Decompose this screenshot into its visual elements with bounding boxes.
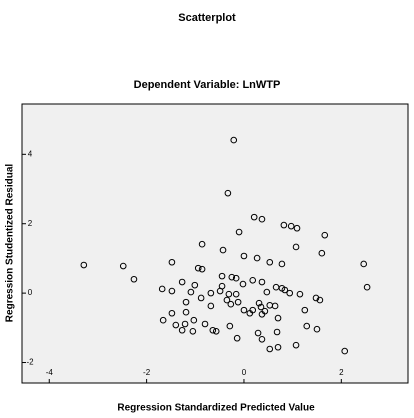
- point: [130, 275, 138, 283]
- point: [212, 327, 220, 335]
- point: [182, 298, 190, 306]
- point: [286, 289, 294, 297]
- point: [254, 329, 262, 337]
- point: [232, 290, 240, 298]
- point: [263, 288, 271, 296]
- point: [80, 261, 88, 269]
- point: [293, 224, 301, 232]
- point: [219, 246, 227, 254]
- point: [159, 316, 167, 324]
- point: [216, 287, 224, 295]
- point: [225, 290, 233, 298]
- point: [235, 228, 243, 236]
- point: [191, 281, 199, 289]
- point: [181, 320, 189, 328]
- point: [281, 286, 289, 294]
- point: [274, 314, 282, 322]
- point: [234, 298, 242, 306]
- point: [271, 302, 279, 310]
- point: [316, 296, 324, 304]
- point: [257, 303, 265, 311]
- chart-title: Scatterplot: [178, 12, 236, 24]
- point: [168, 309, 176, 317]
- point: [194, 264, 202, 272]
- point: [240, 306, 248, 314]
- point: [230, 136, 238, 144]
- point: [228, 273, 236, 281]
- point: [249, 276, 257, 284]
- point: [187, 288, 195, 296]
- point: [198, 240, 206, 248]
- point: [209, 326, 217, 334]
- point: [168, 258, 176, 266]
- point: [223, 296, 231, 304]
- point: [296, 290, 304, 298]
- point: [363, 283, 371, 291]
- y-tick-label: 0: [28, 288, 33, 297]
- point: [178, 326, 186, 334]
- point: [198, 265, 206, 273]
- point: [250, 213, 258, 221]
- point: [292, 243, 300, 251]
- point: [119, 262, 127, 270]
- point: [266, 258, 274, 266]
- x-axis-label: Regression Standardized Predicted Value: [117, 403, 315, 414]
- point: [280, 221, 288, 229]
- x-tick-label: 0: [242, 368, 247, 377]
- point: [227, 300, 235, 308]
- point: [255, 299, 263, 307]
- x-tick-label: -2: [143, 368, 151, 377]
- point: [224, 189, 232, 197]
- point: [312, 294, 320, 302]
- y-tick-label: 2: [28, 219, 33, 228]
- point: [273, 328, 281, 336]
- point: [303, 322, 311, 330]
- point: [313, 325, 321, 333]
- point: [189, 327, 197, 335]
- point: [301, 306, 309, 314]
- point: [168, 287, 176, 295]
- point: [232, 274, 240, 282]
- plot-area: [21, 103, 409, 384]
- point: [292, 341, 300, 349]
- y-tick-label: -2: [26, 358, 34, 367]
- point: [274, 343, 282, 351]
- point: [233, 334, 241, 342]
- point: [158, 285, 166, 293]
- point: [360, 260, 368, 268]
- point: [321, 231, 329, 239]
- x-tick-label: 2: [339, 368, 344, 377]
- point: [287, 222, 295, 230]
- y-tick-label: 4: [28, 149, 33, 158]
- point: [197, 294, 205, 302]
- point: [318, 249, 326, 257]
- point: [258, 278, 266, 286]
- point: [201, 320, 209, 328]
- point: [226, 322, 234, 330]
- point: [207, 289, 215, 297]
- point: [207, 302, 215, 310]
- point: [253, 254, 261, 262]
- x-tick-label: -4: [46, 368, 54, 377]
- point: [341, 347, 349, 355]
- point: [258, 335, 266, 343]
- point: [266, 345, 274, 353]
- point: [218, 272, 226, 280]
- point: [240, 252, 248, 260]
- point: [182, 308, 190, 316]
- point: [258, 310, 266, 318]
- point: [246, 309, 254, 317]
- point: [190, 316, 198, 324]
- point: [172, 321, 180, 329]
- y-axis-label: Regression Studentized Residual: [5, 164, 16, 323]
- point: [278, 260, 286, 268]
- point: [178, 278, 186, 286]
- point: [239, 280, 247, 288]
- point: [258, 215, 266, 223]
- chart-subtitle: Dependent Variable: LnWTP: [134, 79, 281, 91]
